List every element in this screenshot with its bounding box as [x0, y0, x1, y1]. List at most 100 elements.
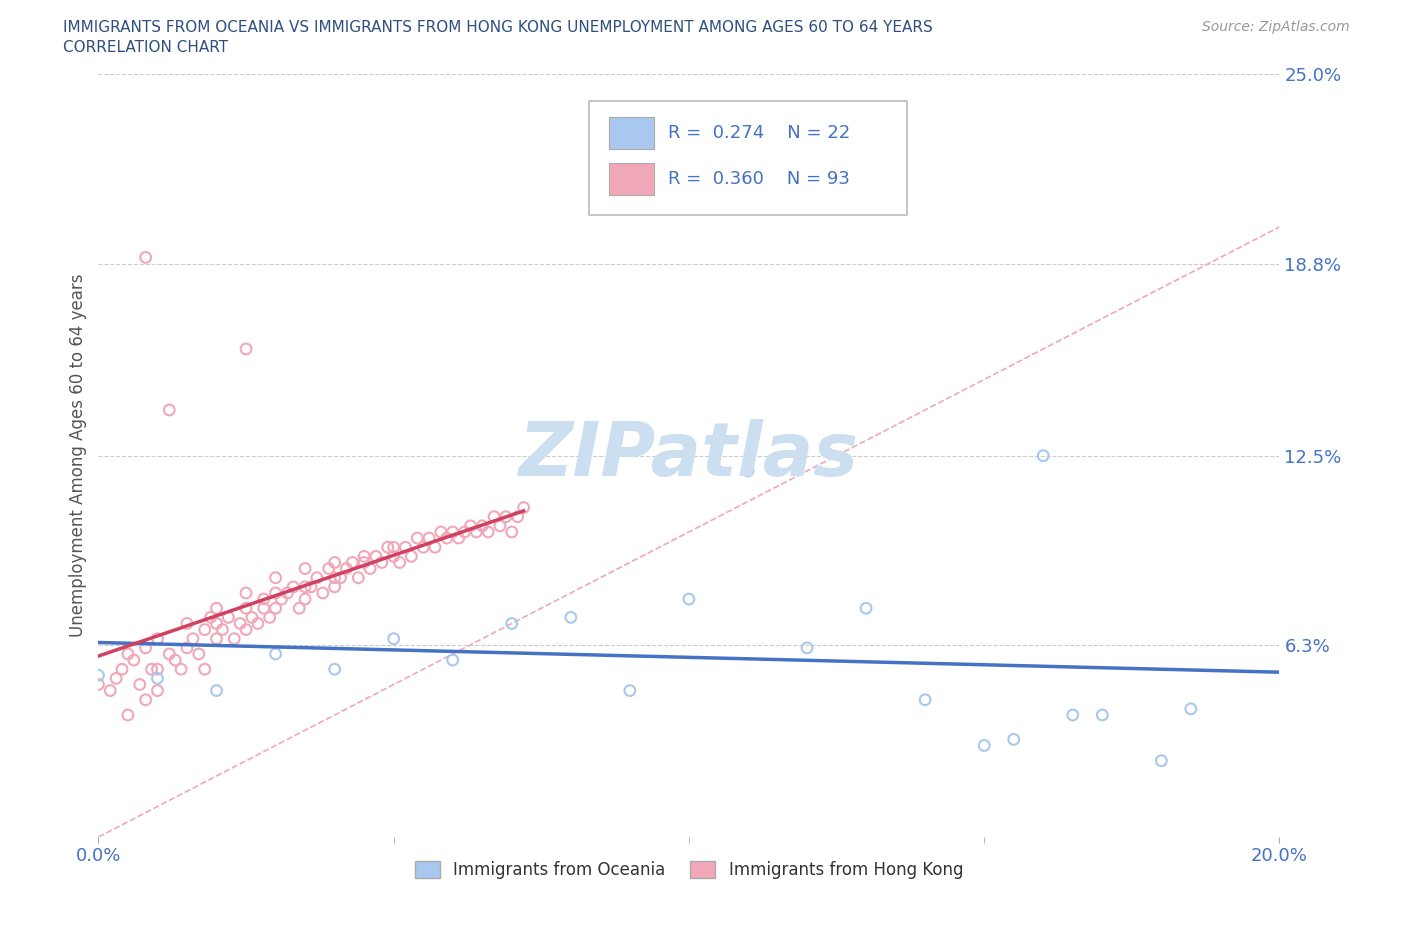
Point	[170, 662, 193, 677]
Text: R =  0.274    N = 22: R = 0.274 N = 22	[668, 124, 851, 142]
Point	[353, 555, 375, 570]
Point	[176, 641, 198, 656]
Point	[128, 677, 150, 692]
Point	[382, 631, 405, 646]
Point	[678, 591, 700, 606]
Point	[1180, 701, 1202, 716]
Point	[914, 692, 936, 707]
Point	[200, 610, 222, 625]
Point	[294, 591, 316, 606]
Point	[312, 586, 335, 601]
Point	[205, 631, 228, 646]
Point	[364, 549, 387, 564]
Point	[105, 671, 128, 685]
Point	[447, 531, 470, 546]
Point	[98, 684, 121, 698]
Point	[299, 579, 322, 594]
Point	[406, 531, 429, 546]
Point	[382, 539, 405, 554]
Point	[117, 646, 139, 661]
Point	[388, 555, 411, 570]
Point	[412, 539, 434, 554]
Point	[323, 579, 346, 594]
Point	[737, 463, 759, 478]
Point	[240, 610, 263, 625]
Point	[146, 671, 169, 685]
Point	[453, 525, 475, 539]
Point	[323, 570, 346, 585]
Point	[371, 555, 394, 570]
Point	[560, 610, 582, 625]
Point	[117, 708, 139, 723]
Point	[430, 525, 453, 539]
Point	[973, 738, 995, 753]
Point	[146, 684, 169, 698]
Point	[276, 586, 298, 601]
Point	[855, 601, 877, 616]
Point	[194, 622, 217, 637]
Point	[235, 622, 257, 637]
Point	[418, 531, 440, 546]
Point	[489, 518, 512, 533]
Point	[211, 622, 233, 637]
Point	[377, 539, 399, 554]
Point	[323, 555, 346, 570]
Bar	[609, 117, 654, 149]
Legend: Immigrants from Oceania, Immigrants from Hong Kong: Immigrants from Oceania, Immigrants from…	[408, 855, 970, 886]
Point	[246, 616, 269, 631]
Point	[135, 692, 157, 707]
Point	[501, 616, 523, 631]
Point	[146, 631, 169, 646]
Point	[264, 570, 287, 585]
Point	[401, 549, 423, 564]
Point	[157, 403, 180, 418]
Point	[441, 525, 464, 539]
Point	[135, 641, 157, 656]
Point	[283, 579, 305, 594]
Point	[87, 677, 110, 692]
Point	[619, 684, 641, 698]
Point	[318, 561, 340, 576]
Bar	[609, 163, 654, 195]
Point	[323, 662, 346, 677]
FancyBboxPatch shape	[589, 101, 907, 216]
Point	[229, 616, 252, 631]
Point	[512, 500, 534, 515]
Point	[165, 653, 187, 668]
Point	[235, 341, 257, 356]
Point	[1062, 708, 1084, 723]
Point	[176, 616, 198, 631]
Point	[477, 525, 499, 539]
Point	[436, 531, 458, 546]
Point	[205, 601, 228, 616]
Point	[157, 646, 180, 661]
Point	[501, 525, 523, 539]
Point	[1032, 448, 1054, 463]
Point	[382, 549, 405, 564]
Y-axis label: Unemployment Among Ages 60 to 64 years: Unemployment Among Ages 60 to 64 years	[69, 274, 87, 637]
Point	[264, 601, 287, 616]
Point	[1150, 753, 1173, 768]
Point	[253, 601, 276, 616]
Point	[264, 586, 287, 601]
Point	[460, 518, 482, 533]
Point	[335, 561, 357, 576]
Point	[359, 561, 381, 576]
Text: ZIPatlas: ZIPatlas	[519, 419, 859, 492]
Point	[495, 510, 517, 525]
Text: Source: ZipAtlas.com: Source: ZipAtlas.com	[1202, 20, 1350, 34]
Point	[270, 591, 292, 606]
Point	[471, 518, 494, 533]
Text: R =  0.360    N = 93: R = 0.360 N = 93	[668, 170, 849, 188]
Point	[205, 684, 228, 698]
Point	[146, 662, 169, 677]
Text: CORRELATION CHART: CORRELATION CHART	[63, 40, 228, 55]
Point	[423, 539, 446, 554]
Point	[1002, 732, 1025, 747]
Point	[181, 631, 204, 646]
Point	[135, 250, 157, 265]
Point	[194, 662, 217, 677]
Point	[1091, 708, 1114, 723]
Point	[122, 653, 145, 668]
Point	[187, 646, 209, 661]
